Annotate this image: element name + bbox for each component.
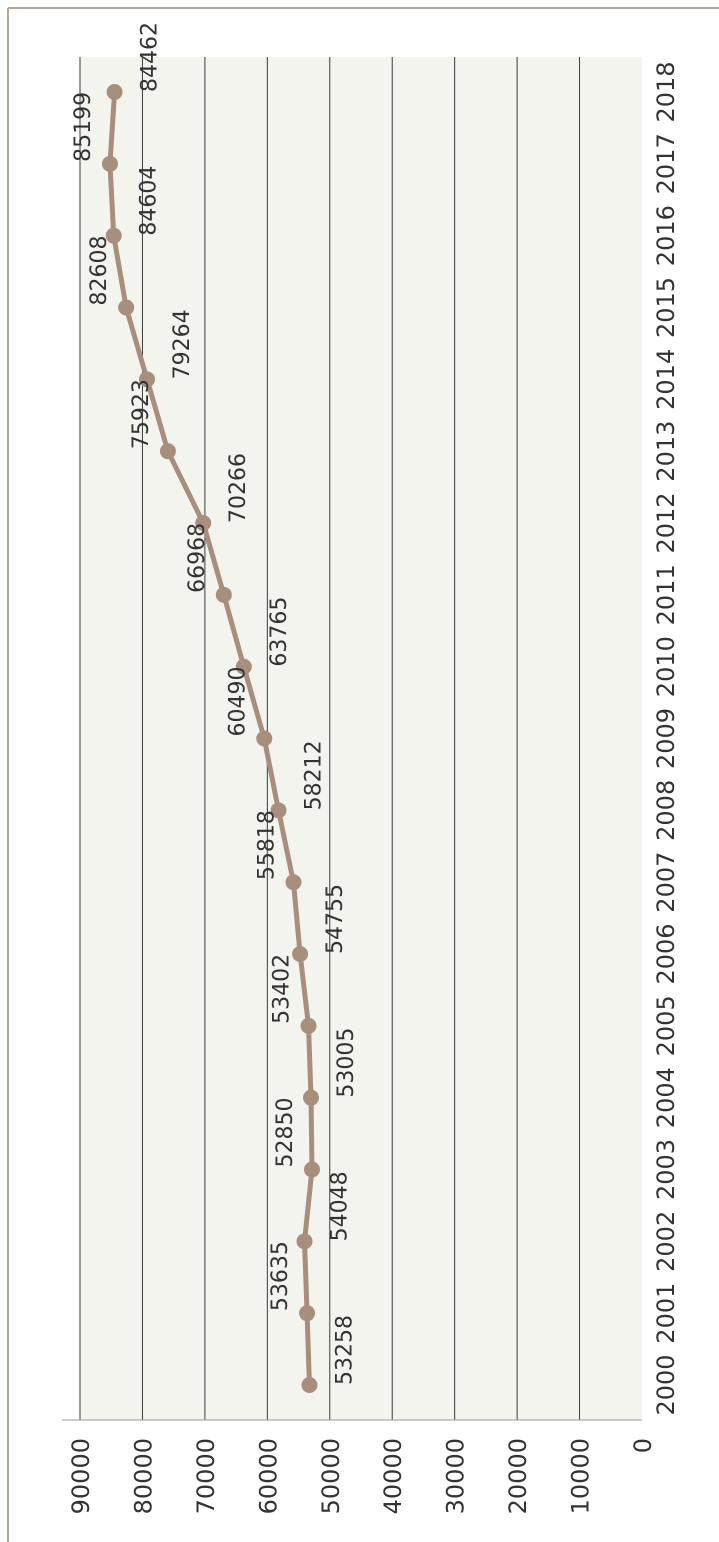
data-label: 70266 — [226, 453, 251, 523]
x-tick-label: 2006 — [652, 923, 680, 984]
x-tick-label: 2011 — [652, 564, 680, 625]
data-point — [303, 1089, 320, 1106]
data-label: 53402 — [270, 954, 295, 1024]
data-point — [256, 730, 273, 747]
y-tick-label: 70000 — [192, 1438, 220, 1514]
data-point — [106, 84, 123, 100]
data-point — [159, 443, 176, 460]
x-tick-label: 2002 — [652, 1211, 680, 1272]
data-point — [105, 227, 122, 244]
x-tick-label: 2015 — [652, 277, 680, 338]
data-point — [303, 1161, 320, 1178]
x-tick-label: 2004 — [652, 1067, 680, 1128]
data-point — [215, 586, 232, 603]
x-tick-label: 2005 — [652, 995, 680, 1056]
x-tick-label: 2009 — [652, 708, 680, 769]
x-tick-label: 2008 — [652, 780, 680, 841]
data-label: 54755 — [323, 884, 348, 954]
y-tick-label: 90000 — [67, 1438, 95, 1514]
data-point — [270, 802, 287, 819]
x-tick-label: 2007 — [652, 852, 680, 913]
x-tick-label: 2012 — [652, 492, 680, 553]
x-tick-label: 2018 — [652, 61, 680, 122]
data-label: 53635 — [268, 1241, 293, 1311]
data-label: 55818 — [254, 810, 279, 880]
y-tick-label: 0 — [629, 1438, 657, 1453]
data-label: 63765 — [267, 597, 292, 667]
data-point — [299, 1305, 316, 1322]
x-tick-label: 2001 — [652, 1283, 680, 1344]
data-point — [195, 515, 212, 531]
x-tick-label: 2016 — [652, 205, 680, 266]
y-tick-label: 10000 — [567, 1438, 595, 1514]
data-point — [292, 946, 309, 962]
data-point — [101, 155, 118, 172]
y-tick-label: 20000 — [504, 1438, 532, 1514]
data-label: 52850 — [273, 1098, 298, 1168]
x-tick-label: 2010 — [652, 636, 680, 697]
y-tick-label: 80000 — [129, 1438, 157, 1514]
x-tick-label: 2003 — [652, 1139, 680, 1200]
data-point — [235, 658, 252, 675]
data-label: 82608 — [87, 236, 112, 306]
plot-background — [80, 57, 642, 1420]
y-tick-label: 50000 — [317, 1438, 345, 1514]
x-tick-label: 2013 — [652, 421, 680, 482]
y-tick-label: 60000 — [254, 1438, 282, 1514]
data-label: 53258 — [332, 1315, 357, 1385]
data-label: 53005 — [334, 1028, 359, 1098]
data-label: 84462 — [138, 22, 163, 92]
data-label: 84604 — [137, 166, 162, 236]
data-label: 54048 — [328, 1171, 353, 1241]
data-point — [300, 1017, 317, 1034]
data-point — [118, 299, 135, 316]
data-label: 79264 — [170, 309, 195, 379]
data-label: 60490 — [225, 667, 250, 737]
x-tick-label: 2000 — [652, 1354, 680, 1415]
x-tick-label: 2014 — [652, 349, 680, 410]
data-label: 66968 — [185, 523, 210, 593]
data-point — [285, 874, 302, 891]
y-tick-label: 30000 — [442, 1438, 470, 1514]
data-label: 58212 — [301, 740, 326, 810]
data-point — [296, 1233, 313, 1250]
data-point — [139, 371, 156, 388]
data-label: 85199 — [71, 92, 96, 162]
data-point — [301, 1377, 318, 1393]
x-tick-label: 2017 — [652, 133, 680, 194]
data-label: 75923 — [129, 379, 154, 449]
y-tick-label: 40000 — [379, 1438, 407, 1514]
